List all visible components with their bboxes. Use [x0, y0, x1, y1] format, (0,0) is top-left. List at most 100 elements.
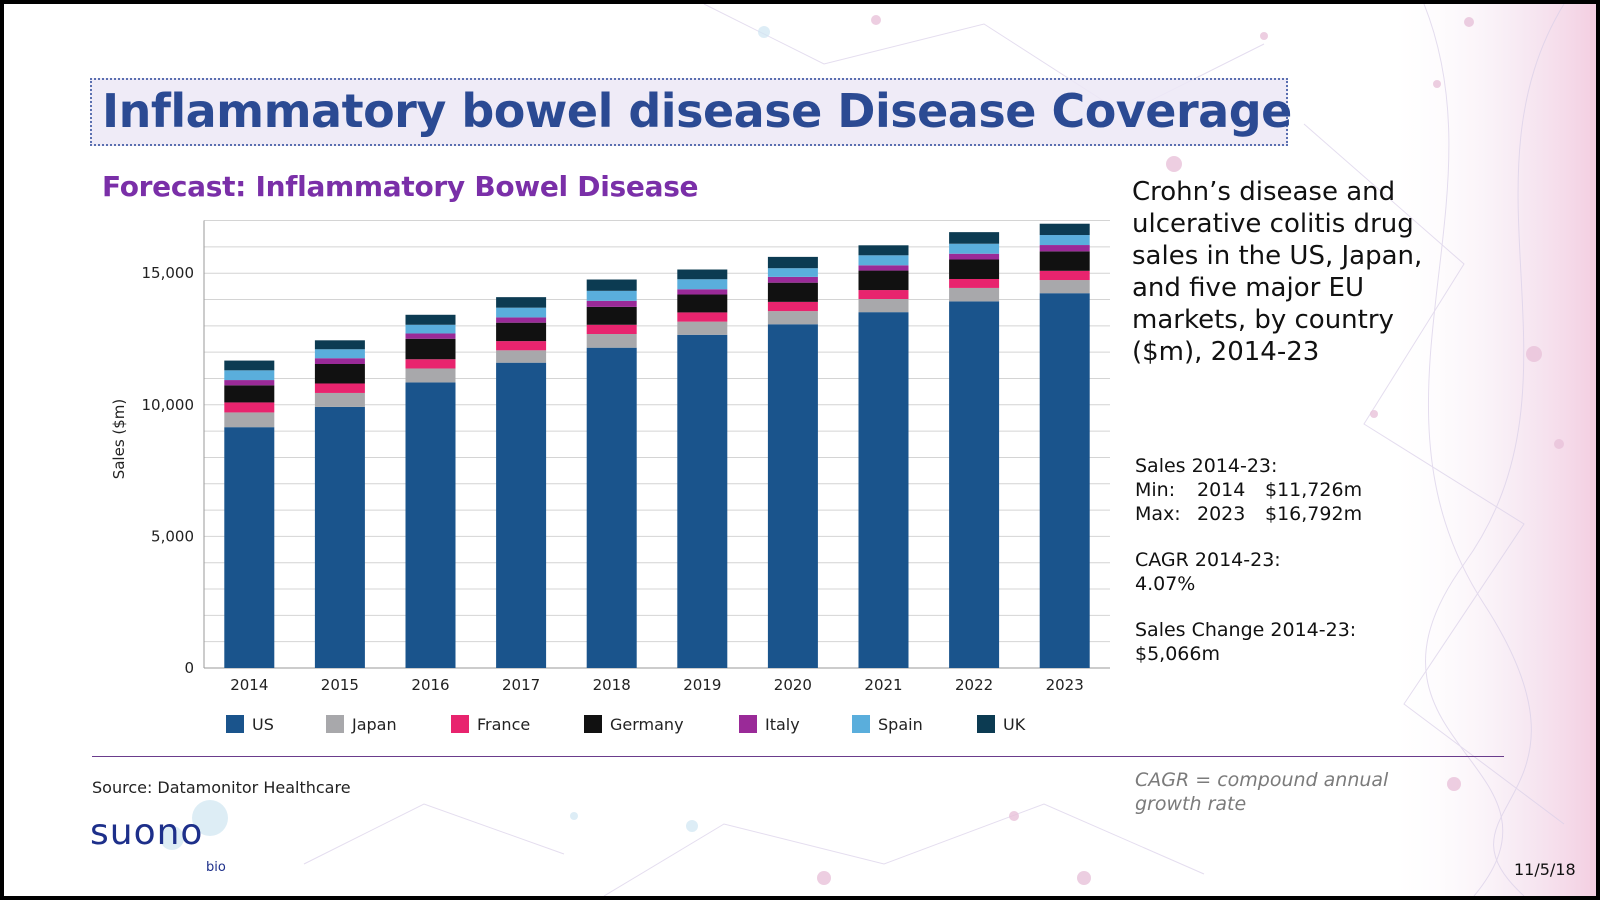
bar-segment-uk — [496, 297, 547, 308]
footer-divider — [92, 756, 1504, 757]
bar-segment-germany — [858, 270, 909, 291]
background-network-art — [160, 4, 1596, 896]
logo-subtext: bio — [206, 860, 226, 875]
legend-item-germany: Germany — [584, 715, 739, 734]
legend-label: UK — [1003, 714, 1026, 734]
bar-segment-uk — [949, 232, 1000, 244]
bar-segment-italy — [314, 358, 365, 365]
stat-min-value: $11,726m — [1265, 479, 1363, 501]
legend-item-uk: UK — [977, 715, 1037, 734]
bar-segment-uk — [858, 245, 909, 256]
x-tick-label: 2022 — [955, 676, 993, 694]
bar-segment-japan — [496, 350, 547, 363]
bar-segment-france — [314, 383, 365, 393]
bar-segment-france — [496, 341, 547, 351]
stat-cagr-label: CAGR 2014-23: — [1135, 549, 1281, 571]
chart-subtitle: Forecast: Inflammatory Bowel Disease — [102, 170, 699, 203]
bar-segment-germany — [1039, 251, 1090, 271]
legend-label: Spain — [878, 714, 923, 734]
x-tick-label: 2015 — [321, 676, 359, 694]
bar-segment-uk — [586, 279, 637, 291]
bar-segment-germany — [405, 338, 456, 360]
bar-segment-france — [858, 290, 909, 299]
x-tick-label: 2023 — [1046, 676, 1084, 694]
bar-segment-france — [405, 359, 456, 369]
bar-segment-italy — [224, 380, 275, 386]
legend-label: France — [477, 714, 531, 734]
bar-segment-uk — [1039, 223, 1090, 236]
bar-segment-italy — [949, 253, 1000, 260]
bar-segment-france — [1039, 270, 1090, 281]
slide-date: 11/5/18 — [1514, 860, 1576, 879]
bar-segment-germany — [314, 364, 365, 384]
bar-segment-us — [858, 312, 909, 668]
bar-segment-france — [949, 278, 1000, 288]
bar-segment-spain — [767, 268, 818, 277]
stat-change-value: $5,066m — [1135, 643, 1220, 665]
bar-segment-italy — [858, 265, 909, 271]
bar-segment-italy — [586, 300, 637, 307]
legend-swatch — [326, 715, 344, 733]
x-tick-label: 2018 — [593, 676, 631, 694]
bar-segment-france — [586, 324, 637, 334]
bar-segment-spain — [677, 279, 728, 290]
bar-segment-uk — [677, 269, 728, 280]
legend-label: Japan — [352, 714, 397, 734]
bar-segment-japan — [586, 333, 637, 348]
y-tick-label: 5,000 — [151, 527, 194, 545]
bar-segment-spain — [405, 324, 456, 334]
y-axis-label: Sales ($m) — [110, 399, 128, 480]
bar-segment-italy — [767, 276, 818, 283]
y-tick-label: 15,000 — [142, 264, 195, 282]
legend-label: US — [252, 714, 274, 734]
stat-change-label: Sales Change 2014-23: — [1135, 619, 1357, 641]
bar-segment-japan — [314, 392, 365, 407]
bar-segment-us — [405, 382, 456, 668]
legend-swatch — [226, 715, 244, 733]
x-tick-label: 2019 — [683, 676, 721, 694]
legend-swatch — [584, 715, 602, 733]
bar-segment-germany — [586, 306, 637, 325]
bar-segment-uk — [405, 314, 456, 325]
bar-segment-spain — [1039, 235, 1090, 246]
bar-segment-us — [314, 406, 365, 668]
bar-segment-japan — [677, 321, 728, 335]
bar-segment-us — [767, 324, 818, 668]
chart-legend: US Japan France Germany Italy Spain UK — [226, 712, 1037, 736]
legend-label: Germany — [610, 714, 684, 734]
bar-segment-spain — [586, 290, 637, 301]
source-note: Source: Datamonitor Healthcare — [92, 778, 351, 797]
bar-segment-spain — [858, 255, 909, 266]
x-tick-label: 2020 — [774, 676, 812, 694]
stat-max-value: $16,792m — [1265, 503, 1363, 525]
legend-swatch — [739, 715, 757, 733]
bar-segment-italy — [496, 317, 547, 323]
chart-description: Crohn’s disease and ulcerative colitis d… — [1132, 177, 1423, 367]
company-logo: suono bio — [84, 810, 264, 880]
bar-segment-uk — [314, 340, 365, 350]
x-tick-label: 2017 — [502, 676, 540, 694]
bar-segment-germany — [224, 385, 275, 403]
legend-item-us: US — [226, 715, 326, 734]
bar-segment-germany — [767, 282, 818, 302]
stat-max-year: 2023 — [1197, 503, 1246, 525]
legend-swatch — [977, 715, 995, 733]
title-box: Inflammatory bowel disease Disease Cover… — [90, 78, 1292, 146]
legend-item-spain: Spain — [852, 715, 977, 734]
y-tick-label: 10,000 — [142, 396, 195, 414]
bar-segment-japan — [405, 368, 456, 383]
bar-segment-us — [677, 334, 728, 668]
stat-max-label: Max: — [1135, 503, 1181, 525]
slide: Inflammatory bowel disease Disease Cover… — [4, 4, 1596, 896]
legend-item-italy: Italy — [739, 715, 852, 734]
bar-segment-us — [224, 427, 275, 668]
bar-segment-japan — [858, 298, 909, 313]
cagr-footnote: CAGR = compound annual growth rate — [1135, 769, 1389, 815]
legend-swatch — [451, 715, 469, 733]
bar-segment-france — [677, 312, 728, 322]
bar-segment-us — [949, 301, 1000, 668]
bar-segment-france — [767, 301, 818, 312]
bar-segment-japan — [767, 311, 818, 325]
stat-cagr-value: 4.07% — [1135, 573, 1196, 595]
bar-segment-italy — [1039, 245, 1090, 252]
